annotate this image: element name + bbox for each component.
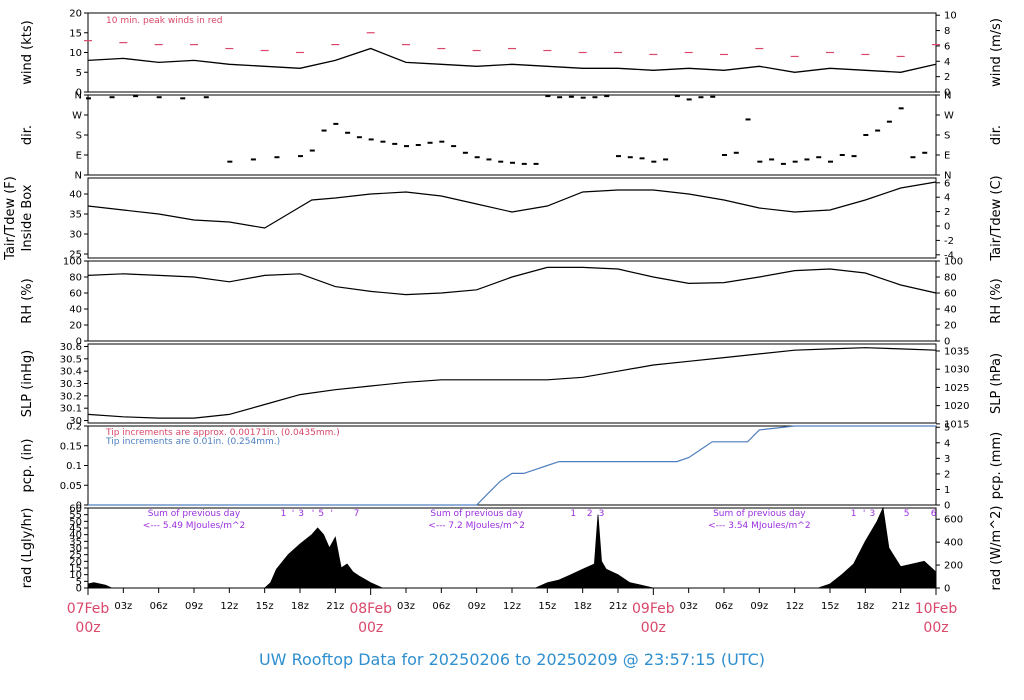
chart-title: UW Rooftop Data for 20250206 to 20250209… bbox=[259, 650, 765, 669]
